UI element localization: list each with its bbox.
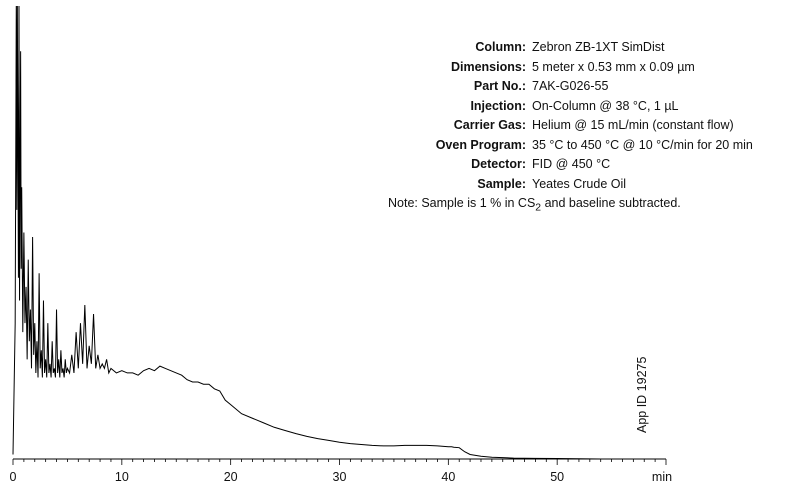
method-value: Helium @ 15 mL/min (constant flow) — [532, 118, 734, 132]
method-info-block: Column: Zebron ZB-1XT SimDist Dimensions… — [300, 38, 790, 218]
method-label: Oven Program: — [435, 137, 526, 152]
chromatogram-trace — [12, 5, 666, 460]
note-subscript: 2 — [535, 202, 542, 214]
method-label: Carrier Gas: — [453, 118, 526, 132]
method-value: 7AK-G026-55 — [532, 79, 609, 93]
x-tick-label: 40 — [441, 470, 455, 484]
sample-note: Note: Sample is 1 % in CS2 and baseline … — [300, 194, 790, 218]
method-row-oven-program: Oven Program: 35 °C to 450 °C @ 10 °C/mi… — [300, 136, 790, 156]
method-value: On-Column @ 38 °C, 1 µL — [532, 98, 679, 113]
method-row-detector: Detector: FID @ 450 °C — [300, 155, 790, 175]
note-text: Note: Sample is 1 % in CS — [388, 196, 536, 210]
method-label: Injection: — [470, 98, 526, 113]
method-label: Dimensions: — [450, 59, 526, 74]
x-tick-label: 10 — [115, 470, 129, 484]
method-label: Column: — [475, 40, 526, 54]
method-label: Detector: — [471, 157, 526, 171]
method-value: Yeates Crude Oil — [532, 176, 627, 191]
method-row-dimensions: Dimensions: 5 meter x 0.53 mm x 0.09 µm — [300, 58, 790, 78]
method-row-part-no: Part No.: 7AK-G026-55 — [300, 77, 790, 97]
method-row-column: Column: Zebron ZB-1XT SimDist — [300, 38, 790, 58]
method-row-injection: Injection: On-Column @ 38 °C, 1 µL — [300, 97, 790, 117]
note-text-end: and baseline subtracted. — [541, 196, 681, 210]
method-row-sample: Sample: Yeates Crude Oil — [300, 175, 790, 195]
x-tick-label: 50 — [550, 470, 564, 484]
method-label: Sample: — [477, 176, 526, 191]
method-value: Zebron ZB-1XT SimDist — [532, 40, 665, 54]
method-value: 5 meter x 0.53 mm x 0.09 µm — [532, 59, 695, 74]
x-tick-label: 20 — [224, 470, 238, 484]
app-id-label: App ID 19275 — [635, 357, 649, 433]
x-tick-label: 30 — [333, 470, 347, 484]
method-value: FID @ 450 °C — [532, 157, 611, 171]
method-label: Part No.: — [473, 79, 526, 93]
method-value: 35 °C to 450 °C @ 10 °C/min for 20 min — [532, 137, 753, 152]
x-unit-label: min — [652, 470, 672, 484]
x-tick-label: 0 — [10, 470, 17, 484]
x-axis: 0 10 20 30 40 50 min — [10, 458, 672, 484]
method-row-carrier-gas: Carrier Gas: Helium @ 15 mL/min (constan… — [300, 116, 790, 136]
